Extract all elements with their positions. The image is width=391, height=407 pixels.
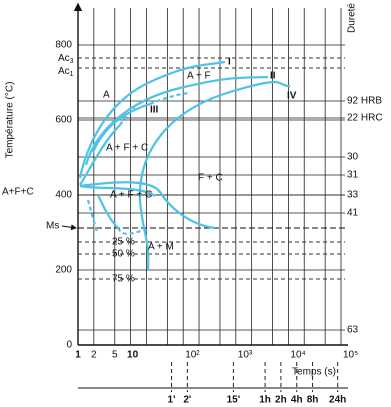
- y-tick-label: 600: [55, 115, 72, 126]
- time-tick-label: 15': [227, 395, 241, 406]
- x-label: Temps (s): [292, 367, 336, 378]
- right-label: Dureté: [347, 3, 358, 33]
- hardness-label: 30: [347, 152, 359, 163]
- time-tick-label: 2h: [275, 395, 287, 406]
- time-tick-label: 1': [168, 395, 176, 406]
- percent: 25 %: [112, 237, 135, 248]
- y-tick-label: 800: [55, 40, 72, 51]
- hardness-label: 33: [347, 190, 359, 201]
- time-tick-label: 8h: [307, 395, 319, 406]
- ac3: Ac3: [58, 53, 74, 65]
- x-tick-label: 10⁵: [343, 350, 358, 361]
- x-tick-label: 10³: [238, 350, 253, 361]
- x-tick-label: 2: [91, 350, 97, 361]
- region: A + F + C: [106, 143, 148, 154]
- hardness-label: 63: [347, 325, 359, 336]
- hardness-label: 41: [347, 208, 359, 219]
- region: A+F+C: [2, 187, 34, 198]
- time-tick-label: 2': [183, 395, 191, 406]
- y-label: Température (°C): [5, 82, 16, 159]
- curve-label: II: [270, 71, 276, 82]
- curve-label: I: [228, 57, 231, 68]
- curve-label: IV: [287, 91, 297, 102]
- region: A + F: [187, 71, 211, 82]
- hardness-label: 92 HRB: [347, 96, 382, 107]
- x-tick-label: 5: [112, 350, 118, 361]
- y-tick-label: 400: [55, 190, 72, 201]
- percent: 75 %: [112, 274, 135, 285]
- grid: [77, 8, 345, 345]
- hardness-label: 31: [347, 170, 359, 181]
- x-tick-label: 1: [75, 350, 81, 361]
- region: F + C: [198, 173, 223, 184]
- x-tick-label: 10²: [185, 350, 200, 361]
- hardness-label: 22 HRC: [347, 113, 383, 124]
- ac1: Ac1: [58, 66, 74, 78]
- curve-label: III: [150, 105, 159, 116]
- x-tick-label: 10: [127, 350, 139, 361]
- time-tick-label: 4h: [291, 395, 303, 406]
- ms: Ms: [46, 221, 59, 232]
- region: A + F + C: [110, 190, 152, 201]
- time-tick-label: 1h: [259, 395, 271, 406]
- region: A: [103, 90, 110, 101]
- curves: [78, 60, 291, 271]
- region: A + M: [148, 242, 174, 253]
- time-tick-label: 24h: [329, 395, 346, 406]
- y-tick-label: 200: [55, 265, 72, 276]
- y-tick-label: 0: [66, 340, 72, 351]
- ms-arrow: [61, 224, 77, 231]
- percent: 50 %: [112, 249, 135, 260]
- x-tick-label: 10⁴: [290, 350, 305, 361]
